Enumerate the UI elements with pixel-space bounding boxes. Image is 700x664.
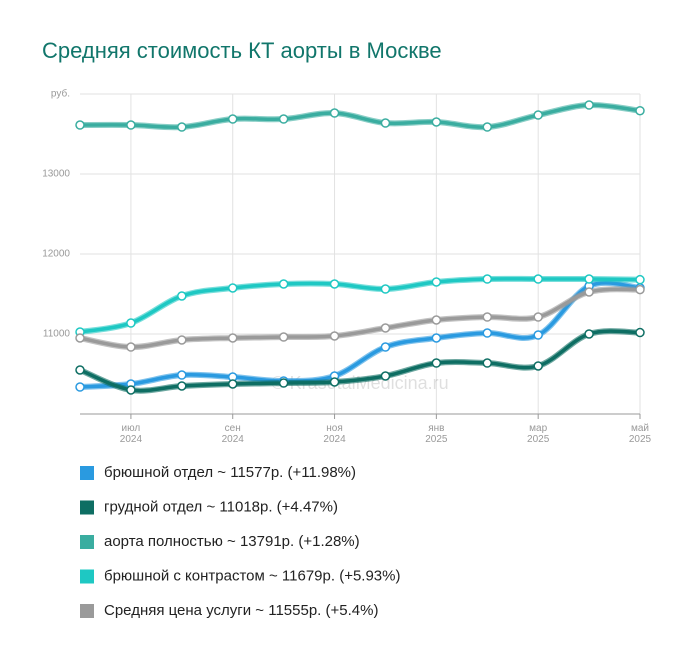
data-point [177, 370, 187, 380]
x-tick-label: мар 2025 [527, 423, 550, 445]
legend-label: аорта полностью ~ 13791р. (+1.28%) [104, 533, 360, 550]
data-point [380, 118, 391, 128]
data-point [75, 333, 85, 343]
data-point [177, 122, 187, 132]
x-tick-label: июл 2024 [120, 423, 143, 445]
data-point [431, 315, 442, 325]
data-point [227, 283, 238, 293]
data-point [533, 361, 543, 371]
data-point [278, 279, 289, 289]
legend-label: грудной отдел ~ 11018р. (+4.47%) [104, 498, 338, 515]
data-point [75, 365, 85, 375]
x-tick-label: ноя 2024 [323, 423, 346, 445]
data-point [431, 117, 442, 127]
legend-swatch [80, 500, 94, 515]
data-point [584, 100, 594, 110]
y-tick-label: 13000 [42, 169, 70, 180]
legend-label: брюшной с контрастом ~ 11679р. (+5.93%) [104, 567, 400, 584]
y-tick-label: руб. [51, 88, 70, 100]
data-point [380, 342, 391, 352]
data-point [533, 110, 543, 120]
data-point [482, 312, 493, 322]
data-point [635, 327, 645, 338]
data-point [380, 323, 391, 333]
data-point [278, 114, 289, 124]
data-point [533, 312, 543, 322]
data-point [431, 333, 442, 343]
data-point [75, 382, 85, 392]
data-point [329, 331, 340, 341]
data-point [635, 284, 645, 295]
data-point [635, 105, 645, 116]
data-point [126, 318, 136, 328]
legend-label: Средняя цена услуги ~ 11555р. (+5.4%) [104, 602, 378, 619]
chart-title: Средняя стоимость КТ аорты в Москве [42, 38, 442, 63]
x-tick-label: май 2025 [629, 423, 652, 445]
legend-label: брюшной отдел ~ 11577р. (+11.98%) [104, 464, 356, 481]
data-point [533, 274, 543, 284]
data-point [380, 284, 391, 294]
legend-swatch [80, 535, 94, 549]
data-point [126, 342, 136, 352]
data-point [329, 108, 340, 118]
data-point [482, 328, 493, 338]
data-point [584, 274, 594, 284]
data-point [126, 385, 136, 395]
data-point [75, 120, 85, 130]
y-tick-label: 11000 [43, 329, 71, 340]
legend-swatch [80, 569, 94, 584]
data-point [177, 335, 187, 345]
data-point [431, 358, 442, 368]
data-point [227, 379, 238, 389]
legend-swatch [80, 466, 94, 480]
y-tick-label: 12000 [42, 249, 70, 260]
data-point [584, 329, 594, 339]
legend-swatch [80, 604, 94, 618]
x-tick-label: янв 2025 [425, 423, 448, 445]
data-point [227, 333, 238, 343]
data-point [329, 279, 340, 289]
data-point [227, 114, 238, 124]
data-point [584, 287, 594, 297]
data-point [380, 371, 391, 381]
data-point [177, 381, 187, 391]
data-point [482, 358, 493, 368]
data-point [177, 291, 187, 301]
data-point [278, 378, 289, 388]
data-point [126, 120, 136, 130]
data-point [482, 122, 493, 132]
data-point [635, 274, 645, 285]
data-point [278, 332, 289, 342]
data-point [431, 277, 442, 287]
data-point [533, 330, 543, 340]
data-point [329, 377, 340, 387]
x-tick-label: сен 2024 [222, 423, 245, 445]
data-point [482, 274, 493, 284]
